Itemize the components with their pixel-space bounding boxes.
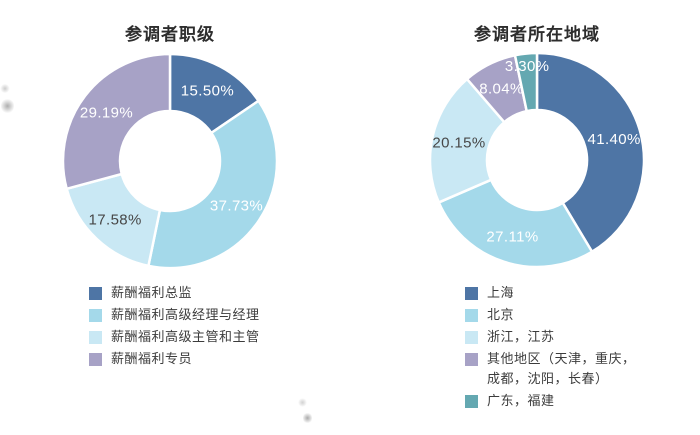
scan-artifact <box>1 98 14 114</box>
scan-artifact <box>298 398 307 407</box>
legend-swatch-icon <box>465 353 478 366</box>
chart-title-job-level: 参调者职级 <box>125 25 215 44</box>
legend-label: 广东，福建 <box>487 393 555 408</box>
legend-item: 薪酬福利高级经理与经理 <box>89 305 319 325</box>
donut-0-value-label-1: 37.73% <box>210 198 263 215</box>
donut-1-slice-2 <box>428 77 506 204</box>
legend-swatch-icon <box>465 309 478 322</box>
donut-0-slice-1 <box>147 99 279 270</box>
legend-item: 浙江，江苏 <box>465 327 675 347</box>
legend-item: 上海 <box>465 283 675 303</box>
legend-label: 浙江，江苏 <box>487 329 555 344</box>
legend-item: 广东，福建 <box>465 391 675 411</box>
legend-item: 北京 <box>465 305 675 325</box>
legend-label: 薪酬福利专员 <box>111 351 193 366</box>
donut-0-value-label-0: 15.50% <box>181 83 234 100</box>
legend-label: 上海 <box>487 285 515 300</box>
donut-1-slice-4 <box>513 51 539 113</box>
legend-label: 其他地区（天津，重庆，成都，沈阳，长春） <box>487 351 636 386</box>
donut-1-slice-1 <box>437 178 594 269</box>
legend-label: 薪酬福利高级主管和主管 <box>111 329 260 344</box>
legend-swatch-icon <box>465 395 478 408</box>
legend-label: 薪酬福利总监 <box>111 285 193 300</box>
legend-label: 北京 <box>487 307 515 322</box>
scan-artifact <box>0 84 10 93</box>
legend-swatch-icon <box>89 309 102 322</box>
donut-1-value-label-1: 27.11% <box>486 228 538 245</box>
legend-swatch-icon <box>465 331 478 344</box>
legend-item: 薪酬福利高级主管和主管 <box>89 327 319 347</box>
donut-1-value-label-4: 3.30% <box>505 58 550 75</box>
donut-1-value-label-2: 20.15% <box>432 134 485 151</box>
donut-0-value-label-3: 29.19% <box>80 105 133 122</box>
legend-item: 薪酬福利总监 <box>89 283 319 303</box>
legend-item: 薪酬福利专员 <box>89 349 319 369</box>
chart-title-region: 参调者所在地域 <box>474 25 600 44</box>
legend-label: 薪酬福利高级经理与经理 <box>111 307 260 322</box>
legend-swatch-icon <box>465 287 478 300</box>
scan-artifact <box>303 412 312 424</box>
legend-swatch-icon <box>89 287 102 300</box>
legend-job-level: 薪酬福利总监薪酬福利高级经理与经理 薪酬福利高级主管和主管 薪酬福利专员 <box>89 283 319 371</box>
donut-1-slice-0 <box>535 51 646 254</box>
donut-0-value-label-2: 17.58% <box>89 211 142 228</box>
legend-region: 上海北京浙江，江苏其他地区（天津，重庆，成都，沈阳，长春） 广东，福建 <box>465 283 675 413</box>
donut-1-value-label-0: 41.40% <box>587 131 640 148</box>
legend-swatch-icon <box>89 353 102 366</box>
legend-swatch-icon <box>89 331 102 344</box>
donut-0-slice-3 <box>61 52 172 191</box>
donut-1-value-label-3: 8.04% <box>479 81 524 98</box>
legend-item: 其他地区（天津，重庆，成都，沈阳，长春） <box>465 349 675 389</box>
